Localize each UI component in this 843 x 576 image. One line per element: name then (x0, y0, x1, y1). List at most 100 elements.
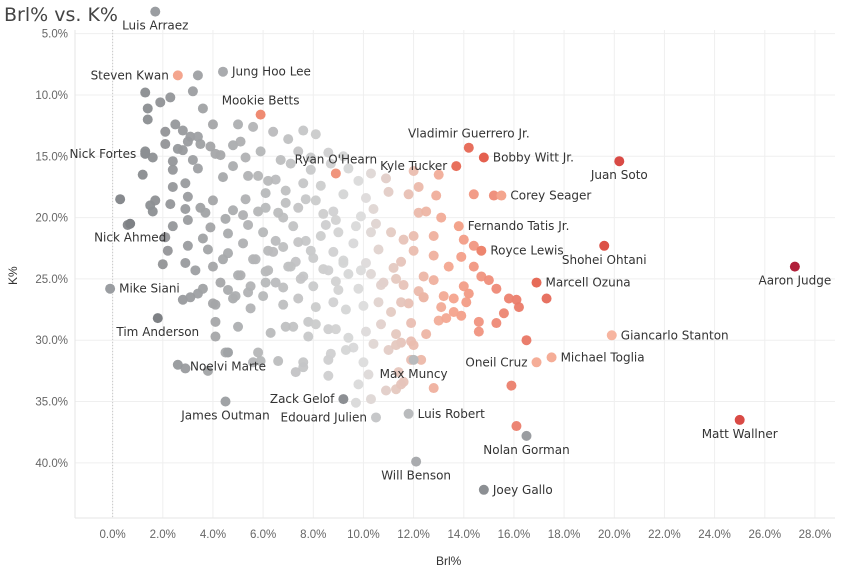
scatter-point (197, 103, 208, 114)
x-tick-label: 26.0% (748, 529, 781, 541)
scatter-point (137, 169, 148, 180)
scatter-point (393, 367, 404, 378)
scatter-point (182, 215, 193, 226)
scatter-point (220, 396, 231, 407)
scatter-point (408, 340, 419, 351)
scatter-point (210, 331, 221, 342)
scatter-point (330, 324, 341, 335)
scatter-point (303, 331, 314, 342)
scatter-point (330, 215, 341, 226)
x-tick-label: 10.0% (347, 529, 380, 541)
scatter-point (473, 316, 484, 327)
scatter-point (353, 175, 364, 186)
scatter-point (521, 335, 532, 346)
y-axis-label: K% (6, 266, 20, 285)
scatter-point (360, 192, 371, 203)
scatter-point (541, 293, 552, 304)
scatter-point (298, 178, 309, 189)
scatter-point (355, 211, 366, 222)
scatter-point (391, 273, 402, 284)
scatter-point (305, 152, 316, 163)
scatter-point (270, 277, 281, 288)
scatter-point (192, 70, 203, 81)
scatter-point (233, 321, 244, 332)
x-tick-label: 18.0% (548, 529, 581, 541)
scatter-point (293, 146, 304, 157)
scatter-point (391, 329, 402, 340)
x-tick-label: 28.0% (799, 529, 832, 541)
scatter-point (355, 265, 366, 276)
scatter-point (373, 244, 384, 255)
scatter-point (167, 181, 178, 192)
scatter-point (265, 327, 276, 338)
scatter-point (300, 235, 311, 246)
scatter-point (363, 369, 374, 380)
x-tick-label: 2.0% (150, 529, 176, 541)
scatter-point (308, 253, 319, 264)
point-label: Matt Wallner (702, 427, 778, 441)
scatter-point (105, 283, 116, 294)
scatter-point (260, 188, 271, 199)
scatter-point (396, 379, 407, 390)
scatter-point (165, 92, 176, 103)
scatter-point (298, 125, 309, 136)
scatter-point (150, 195, 161, 206)
x-tick-label: 8.0% (300, 529, 326, 541)
scatter-point (293, 237, 304, 248)
scatter-point (350, 221, 361, 232)
scatter-point (177, 125, 188, 136)
point-label: Luis Robert (418, 407, 486, 421)
scatter-point (383, 345, 394, 356)
scatter-point (185, 292, 196, 303)
scatter-point (468, 189, 479, 200)
scatter-point (228, 140, 239, 151)
scatter-point (386, 307, 397, 318)
scatter-point (506, 380, 517, 391)
scatter-point (207, 119, 218, 130)
scatter-point (155, 97, 166, 108)
scatter-point (428, 383, 439, 394)
x-axis-label: Brl% (436, 554, 462, 568)
scatter-point (453, 221, 464, 232)
scatter-point (165, 199, 176, 210)
scatter-point (253, 206, 264, 217)
scatter-point (207, 195, 218, 206)
scatter-point (243, 170, 254, 181)
scatter-point (478, 484, 489, 495)
scatter-point (210, 316, 221, 327)
scatter-point (328, 246, 339, 257)
scatter-point (468, 261, 479, 272)
scatter-point (411, 456, 422, 467)
scatter-point (325, 158, 336, 169)
point-label: Steven Kwan (91, 68, 169, 82)
point-label: Royce Lewis (490, 244, 563, 258)
scatter-point (368, 338, 379, 349)
scatter-point (330, 168, 341, 179)
point-label: Michael Toglia (561, 350, 645, 364)
scatter-point (248, 121, 259, 132)
scatter-point (258, 227, 269, 238)
y-tick-label: 20.0% (35, 213, 68, 225)
scatter-point (358, 300, 369, 311)
scatter-point (202, 365, 213, 376)
scatter-point (408, 230, 419, 241)
scatter-point (280, 197, 291, 208)
y-tick-label: 40.0% (35, 458, 68, 470)
point-label: Nick Ahmed (94, 231, 166, 245)
scatter-point (491, 283, 502, 294)
scatter-point (230, 291, 241, 302)
scatter-point (303, 316, 314, 327)
scatter-point (270, 235, 281, 246)
point-label: Vladimir Guerrero Jr. (408, 127, 530, 141)
scatter-point (325, 348, 336, 359)
scatter-point (228, 205, 239, 216)
scatter-point (192, 131, 203, 142)
scatter-point (182, 240, 193, 251)
x-tick-label: 16.0% (498, 529, 531, 541)
scatter-point (396, 297, 407, 308)
scatter-point (142, 103, 153, 114)
scatter-point (180, 257, 191, 268)
scatter-point (152, 313, 163, 324)
scatter-point (192, 163, 203, 174)
scatter-point (368, 204, 379, 215)
